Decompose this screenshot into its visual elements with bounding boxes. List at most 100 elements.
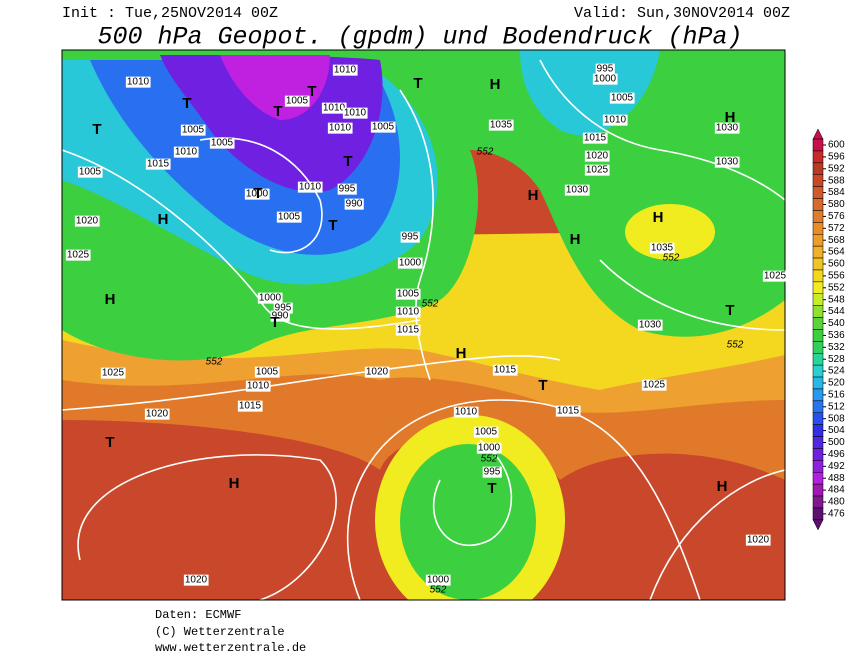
isobar-label: 1025	[102, 368, 125, 379]
label-box	[584, 164, 610, 176]
colorbar-tick-label: 552	[828, 282, 845, 293]
isobar-label: 1000	[427, 575, 450, 586]
isobar-label: 1030	[639, 320, 662, 331]
pressure-center: H	[158, 211, 169, 228]
isobar-label: 1035	[490, 120, 513, 131]
label-box	[273, 302, 293, 314]
colorbar-arrow	[812, 128, 824, 140]
isobar-label: 995	[402, 232, 419, 243]
isobar-label: 1015	[239, 401, 262, 412]
isobar	[62, 149, 421, 330]
label-box	[492, 364, 518, 376]
label-box	[145, 158, 171, 170]
isobar	[199, 137, 323, 254]
isobar-label: 1015	[147, 159, 170, 170]
label-box	[284, 95, 310, 107]
colorbar-tick-label: 484	[828, 485, 845, 496]
colorbar-swatch	[812, 353, 824, 366]
colorbar-tick-label: 536	[828, 330, 845, 341]
init-time: Init : Tue,25NOV2014 00Z	[62, 5, 278, 22]
map-title: 500 hPa Geopot. (gpdm) und Bodendruck (h…	[97, 23, 742, 52]
isobar-label: 1000	[259, 293, 282, 304]
label-box	[641, 379, 667, 391]
isobar-label: 1030	[716, 123, 739, 134]
isobar-label: 1025	[764, 271, 787, 282]
pressure-center: H	[105, 291, 116, 308]
colorbar-swatch	[812, 495, 824, 509]
pressure-center: T	[487, 480, 496, 497]
isobar-label: 1005	[79, 167, 102, 178]
label-box	[395, 306, 421, 318]
isobar-label: 1010	[127, 77, 150, 88]
colorbar-swatch	[812, 472, 824, 485]
colorbar-swatch	[812, 174, 824, 187]
label-box	[476, 442, 502, 454]
pressure-center: T	[253, 185, 262, 202]
colorbar-tick-label: 524	[828, 366, 845, 377]
label-box	[397, 257, 423, 269]
colorbar-swatch	[812, 257, 824, 271]
isobar	[77, 454, 337, 600]
label-box	[425, 574, 451, 586]
label-box	[337, 183, 357, 195]
isobar-label: 1005	[256, 367, 279, 378]
label-box	[637, 319, 663, 331]
colorbar-swatch	[812, 150, 824, 164]
isobar-label: 1010	[334, 65, 357, 76]
colorbar-tick-label: 600	[828, 140, 845, 151]
isobar	[399, 89, 434, 381]
pressure-center: T	[328, 217, 337, 234]
colorbar-swatch	[812, 460, 824, 473]
isobar-label: 1000	[594, 74, 617, 85]
isobar-label: 995	[484, 467, 501, 478]
label-box	[582, 132, 608, 144]
colorbar-swatch	[812, 234, 824, 247]
colorbar-swatch	[812, 329, 824, 342]
label-box	[555, 405, 581, 417]
colorbar-swatch	[812, 245, 824, 259]
colorbar-swatch	[812, 281, 824, 295]
colorbar-swatch	[812, 400, 824, 414]
colorbar-tick-label: 480	[828, 497, 845, 508]
label-box	[342, 107, 368, 119]
geopotential-label: 552	[481, 454, 498, 465]
colorbar-swatch	[812, 210, 824, 223]
colorbar-tick-label: 504	[828, 425, 845, 436]
pressure-center: H	[456, 345, 467, 362]
pressure-center: T	[413, 75, 422, 92]
pressure-center: T	[273, 103, 282, 120]
colorbar-tick-label: 476	[828, 509, 845, 520]
label-box	[65, 249, 91, 261]
label-box	[270, 310, 290, 322]
geopotential-label: 552	[727, 340, 744, 351]
isobar	[346, 399, 701, 600]
valid-time: Valid: Sun,30NOV2014 00Z	[574, 5, 790, 22]
colorbar-tick-label: 576	[828, 211, 845, 222]
colorbar-swatch	[812, 138, 824, 152]
isobar-label: 1010	[329, 123, 352, 134]
isobar-label: 1010	[299, 182, 322, 193]
isobar-label: 1010	[247, 381, 270, 392]
label-box	[488, 119, 514, 131]
isobar-label: 1020	[185, 575, 208, 586]
geopotential-label: 552	[663, 253, 680, 264]
pressure-center: H	[717, 478, 728, 495]
label-box	[400, 231, 420, 243]
region	[520, 50, 660, 136]
label-box	[584, 150, 610, 162]
colorbar-tick-label: 500	[828, 437, 845, 448]
label-box	[332, 64, 358, 76]
geopotential-label: 552	[430, 585, 447, 596]
colorbar-swatch	[812, 376, 824, 390]
region	[625, 204, 715, 260]
label-box	[125, 76, 151, 88]
label-box	[183, 574, 209, 586]
label-box	[714, 156, 740, 168]
colorbar-tick-label: 568	[828, 235, 845, 246]
isobar-label: 1010	[344, 108, 367, 119]
colorbar-swatch	[812, 293, 824, 306]
colorbar-tick-label: 488	[828, 473, 845, 484]
isobar-label: 1005	[397, 289, 420, 300]
